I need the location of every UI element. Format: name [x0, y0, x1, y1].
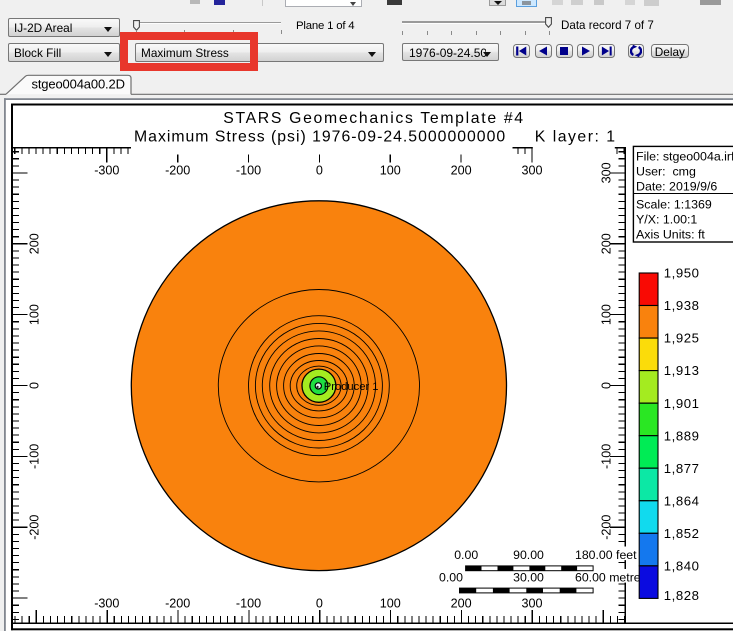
svg-text:0.00: 0.00 [454, 548, 478, 562]
svg-text:1,913: 1,913 [664, 363, 700, 378]
svg-text:stgeo004a00.2D: stgeo004a00.2D [32, 77, 125, 92]
svg-text:-100: -100 [28, 444, 42, 469]
svg-text:1,925: 1,925 [664, 331, 700, 346]
svg-text:-100: -100 [236, 596, 261, 610]
svg-text:1,950: 1,950 [664, 266, 700, 281]
svg-text:200: 200 [451, 596, 472, 610]
svg-text:K layer: 1: K layer: 1 [535, 128, 617, 145]
svg-text:-300: -300 [94, 596, 119, 610]
svg-text:User: cmg: User: cmg [636, 164, 696, 178]
svg-text:0: 0 [316, 164, 323, 178]
svg-text:100: 100 [380, 596, 401, 610]
svg-text:1,828: 1,828 [664, 588, 700, 603]
svg-text:100: 100 [599, 304, 613, 325]
svg-text:0: 0 [316, 596, 323, 610]
svg-text:100: 100 [28, 304, 42, 325]
svg-text:0: 0 [28, 382, 42, 389]
svg-text:Producer 1: Producer 1 [324, 381, 379, 393]
svg-text:100: 100 [380, 164, 401, 178]
svg-text:Scale: 1:1369: Scale: 1:1369 [636, 198, 712, 212]
svg-text:30.00: 30.00 [513, 570, 544, 584]
svg-text:1,877: 1,877 [664, 461, 700, 476]
svg-text:90.00: 90.00 [513, 548, 544, 562]
svg-text:300: 300 [521, 164, 542, 178]
svg-text:180.00 feet: 180.00 feet [575, 548, 637, 562]
svg-text:1,938: 1,938 [664, 298, 700, 313]
svg-text:200: 200 [599, 233, 613, 254]
svg-text:Maximum Stress (psi) 1976-09-2: Maximum Stress (psi) 1976-09-24.50000000… [134, 128, 506, 145]
svg-text:300: 300 [599, 162, 613, 183]
svg-text:Axis Units: ft: Axis Units: ft [636, 227, 705, 241]
svg-text:-200: -200 [165, 596, 190, 610]
svg-text:0.00: 0.00 [439, 570, 463, 584]
svg-text:File: stgeo004a.irf: File: stgeo004a.irf [636, 150, 733, 164]
svg-text:1,852: 1,852 [664, 526, 700, 541]
svg-text:60.00 metre: 60.00 metre [575, 570, 641, 584]
svg-text:1,889: 1,889 [664, 428, 700, 443]
svg-text:Date: 2019/9/6: Date: 2019/9/6 [636, 179, 717, 193]
svg-text:STARS Geomechanics Template #4: STARS Geomechanics Template #4 [223, 110, 525, 127]
svg-text:-200: -200 [599, 515, 613, 540]
svg-text:-200: -200 [28, 515, 42, 540]
svg-text:200: 200 [451, 164, 472, 178]
svg-text:-300: -300 [94, 164, 119, 178]
svg-text:-100: -100 [599, 444, 613, 469]
svg-text:300: 300 [521, 596, 542, 610]
svg-text:-200: -200 [165, 164, 190, 178]
svg-text:1,864: 1,864 [664, 493, 700, 508]
svg-text:0: 0 [599, 382, 613, 389]
svg-text:1,840: 1,840 [664, 559, 700, 574]
svg-text:-100: -100 [236, 164, 261, 178]
svg-text:1,901: 1,901 [664, 396, 700, 411]
svg-text:200: 200 [28, 233, 42, 254]
svg-text:Y/X: 1.00:1: Y/X: 1.00:1 [636, 213, 697, 227]
